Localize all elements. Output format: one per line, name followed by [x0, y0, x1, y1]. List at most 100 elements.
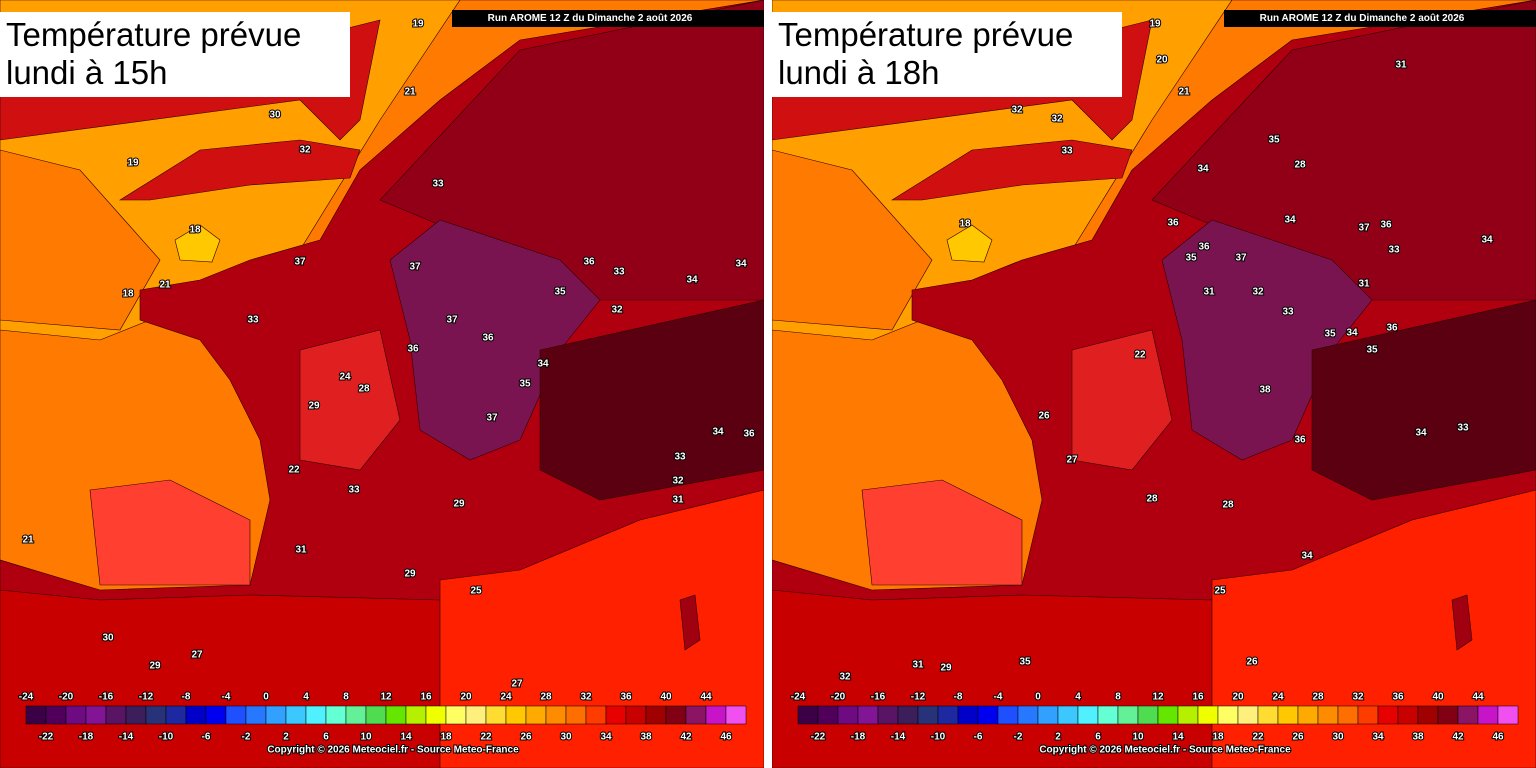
legend-swatch: [1417, 705, 1439, 725]
legend-swatch: [565, 705, 587, 725]
legend-label: -20: [831, 692, 846, 703]
temperature-label: 31: [1395, 60, 1407, 71]
legend-swatch: [705, 705, 727, 725]
legend-label: 30: [1332, 732, 1344, 743]
temperature-label: 37: [294, 257, 306, 268]
legend-label: 38: [1412, 732, 1424, 743]
legend-label: 44: [700, 692, 712, 703]
temperature-label: 28: [358, 384, 370, 395]
legend-swatch: [1177, 705, 1199, 725]
legend-label: 2: [1055, 732, 1061, 743]
legend-label: 26: [520, 732, 532, 743]
legend-label: 6: [1095, 732, 1101, 743]
title-line: Température prévue: [6, 16, 301, 53]
temperature-label: 21: [404, 87, 416, 98]
legend-swatch: [1197, 705, 1219, 725]
temperature-label: 33: [674, 452, 686, 463]
title-box: [0, 12, 350, 97]
legend-label: 14: [400, 732, 412, 743]
temperature-label: 20: [1156, 55, 1168, 66]
map-region: [1071, 329, 1173, 471]
legend-label: 4: [1075, 692, 1081, 703]
temperature-label: 19: [127, 158, 139, 169]
temperature-label: 29: [308, 401, 320, 412]
legend-swatch: [185, 705, 207, 725]
temperature-label: 35: [519, 379, 531, 390]
legend-swatch: [285, 705, 307, 725]
legend-label: -6: [974, 732, 983, 743]
legend-label: 44: [1472, 692, 1484, 703]
temperature-label: 31: [912, 660, 924, 671]
legend-swatch: [1497, 705, 1519, 725]
legend-swatch: [1257, 705, 1279, 725]
legend-label: 0: [263, 692, 269, 703]
legend-label: 46: [1492, 732, 1504, 743]
temperature-label: 32: [672, 476, 684, 487]
legend-label: -16: [871, 692, 886, 703]
temperature-label: 26: [1038, 411, 1050, 422]
legend-label: 46: [720, 732, 732, 743]
legend-swatch: [265, 705, 287, 725]
temperature-label: 29: [453, 499, 465, 510]
map-region: [89, 479, 251, 586]
temperature-label: 34: [1346, 328, 1358, 339]
legend-swatch: [325, 705, 347, 725]
temperature-label: 36: [1198, 242, 1210, 253]
run-bar: [452, 10, 764, 27]
legend-swatch: [1477, 705, 1499, 725]
legend-label: -12: [139, 692, 154, 703]
map-region: [0, 589, 441, 768]
temperature-label: 21: [22, 535, 34, 546]
legend-label: 32: [1352, 692, 1364, 703]
legend-swatch: [1437, 705, 1459, 725]
legend-swatch: [977, 705, 999, 725]
legend-label: -24: [791, 692, 806, 703]
legend-label: -8: [954, 692, 963, 703]
legend-swatch: [1357, 705, 1379, 725]
legend-swatch: [1277, 705, 1299, 725]
temperature-label: 24: [339, 372, 351, 383]
temperature-label: 32: [1011, 105, 1023, 116]
temperature-label: 28: [1222, 500, 1234, 511]
copyright: Copyright © 2026 Meteociel.fr - Source M…: [1039, 745, 1291, 756]
temperature-label: 37: [486, 413, 498, 424]
legend-label: 32: [580, 692, 592, 703]
temperature-label: 33: [1457, 423, 1469, 434]
legend-label: 8: [343, 692, 349, 703]
temperature-label: 18: [189, 225, 201, 236]
legend-label: 4: [303, 692, 309, 703]
legend-swatch: [625, 705, 647, 725]
temperature-label: 33: [613, 267, 625, 278]
legend-label: 12: [380, 692, 392, 703]
run-info: Run AROME 12 Z du Dimanche 2 août 2026: [1260, 13, 1465, 24]
legend-swatch: [145, 705, 167, 725]
temperature-label: 21: [159, 280, 171, 291]
legend-swatch: [305, 705, 327, 725]
temperature-label: 33: [348, 485, 360, 496]
temperature-label: 37: [446, 315, 458, 326]
temperature-label: 32: [299, 145, 311, 156]
temperature-label: 18: [122, 289, 134, 300]
map-region: [1451, 594, 1473, 651]
title-line: lundi à 15h: [6, 54, 167, 91]
legend-swatch: [645, 705, 667, 725]
legend-swatch: [485, 705, 507, 725]
temperature-label: 22: [1134, 350, 1146, 361]
legend-swatch: [1237, 705, 1259, 725]
legend-swatch: [205, 705, 227, 725]
temperature-label: 27: [1066, 455, 1078, 466]
legend-swatch: [1037, 705, 1059, 725]
legend-label: 40: [1432, 692, 1444, 703]
legend-swatch: [1377, 705, 1399, 725]
legend-swatch: [165, 705, 187, 725]
map-region: [861, 479, 1023, 586]
temperature-label: 32: [1051, 114, 1063, 125]
legend-label: -16: [99, 692, 114, 703]
temperature-label: 36: [1380, 220, 1392, 231]
temperature-label: 33: [247, 315, 259, 326]
temperature-label: 33: [1282, 307, 1294, 318]
legend-label: 34: [600, 732, 612, 743]
temperature-label: 36: [1294, 435, 1306, 446]
temperature-label: 36: [407, 344, 419, 355]
